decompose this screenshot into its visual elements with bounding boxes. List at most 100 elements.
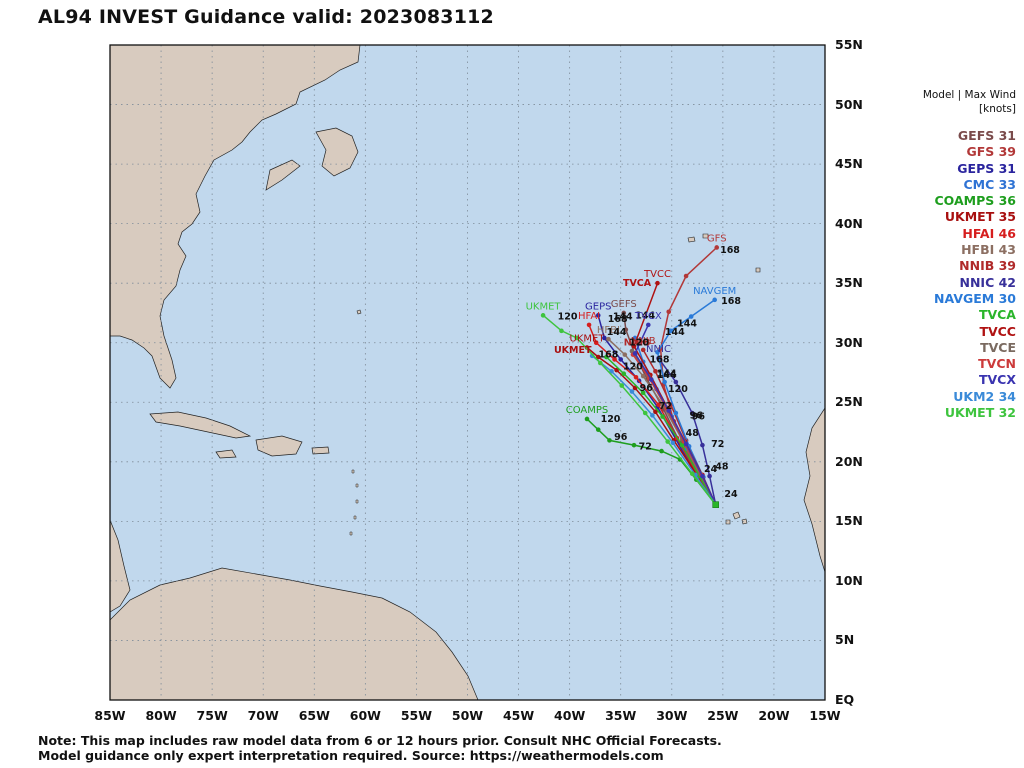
model-legend: Model | Max Wind [knots] GEFS 31 GFS 39 GE… [896, 88, 1016, 421]
map-annotation-label: 168 [599, 350, 619, 361]
track-point [640, 373, 646, 379]
track-point [666, 309, 672, 315]
track-point [595, 427, 601, 432]
map-annotation-label: 120 [629, 338, 649, 349]
track-point [670, 440, 676, 446]
track-point [595, 354, 601, 360]
map-annotation-label: 96 [692, 412, 706, 423]
map-annotation-label: 48 [686, 428, 700, 439]
track-model-label: NNIC [646, 344, 671, 355]
map-annotation-label: 120 [623, 362, 643, 373]
cape-verde-islands [725, 511, 748, 525]
track-model-label: NAVGEM [693, 286, 736, 297]
lon-tick-label: 15W [809, 708, 841, 723]
nova-scotia [265, 159, 301, 191]
track-model-label: HFAI [578, 311, 600, 322]
track-point [621, 310, 627, 316]
africa-landmass [803, 407, 825, 573]
south-america-landmass [110, 567, 479, 700]
track-point [662, 379, 667, 385]
lon-tick-label: 35W [605, 708, 637, 723]
lat-tick-label: 15N [835, 513, 863, 529]
forecast-hour-label: 120 [601, 414, 621, 425]
footer-note: Note: This map includes raw model data f… [38, 733, 722, 763]
map-annotation-label: TVCA [623, 278, 652, 289]
lon-tick-label: 60W [349, 708, 381, 723]
puerto-rico [311, 446, 330, 455]
azores-islands [687, 233, 761, 273]
track-point [612, 357, 617, 362]
track-point [619, 383, 625, 388]
lon-tick-label: 75W [196, 708, 228, 723]
legend-entry: UKM2 34 [953, 388, 1016, 404]
track-point [653, 409, 658, 415]
legend-header: Model | Max Wind [knots] [896, 88, 1016, 116]
bermuda [356, 309, 362, 315]
track-point [700, 442, 705, 448]
track-point [712, 297, 717, 303]
lat-tick-label: 55N [835, 37, 863, 52]
forecast-hour-label: 120 [558, 312, 578, 323]
forecast-hour-label: 168 [720, 245, 740, 256]
map-annotation-label: 24 [704, 464, 718, 475]
legend-entry: HFAI 46 [962, 225, 1016, 241]
legend-entry: GEFS 31 [957, 128, 1016, 143]
track-point [622, 352, 628, 357]
legend-entry: UKMET 35 [944, 209, 1016, 225]
legend-entry: GEPS 31 [957, 160, 1016, 176]
legend-entry: TVCX [978, 372, 1016, 388]
lon-tick-label: 40W [554, 708, 586, 723]
footer-line1: Note: This map includes raw model data f… [38, 733, 722, 748]
track-point [629, 389, 635, 394]
legend-entry: TVCA [978, 307, 1016, 323]
track-point [621, 371, 627, 376]
lon-tick-label: 20W [758, 708, 790, 723]
track-point [650, 413, 655, 418]
legend-entry: TVCC [979, 323, 1016, 339]
lat-tick-label: 20N [835, 453, 863, 469]
track-point [689, 410, 695, 416]
forecast-hour-label: 72 [639, 441, 652, 452]
legend-rows: GEFS 31 GFS 39 GEPS 31 CMC 33 COAMPS 36 UKMET… [896, 128, 1016, 421]
track-point [593, 340, 599, 346]
lat-tick-label: 30N [835, 334, 863, 350]
map-annotation-label: 24 [724, 489, 738, 500]
forecast-hour-label: 144 [657, 369, 677, 380]
track-point [632, 351, 638, 356]
track-model-label: GFS [707, 233, 727, 244]
forecast-hour-label: 96 [690, 410, 704, 421]
track-point [607, 438, 612, 443]
forecast-hour-label: 96 [614, 432, 628, 443]
forecast-hour-label: 168 [650, 354, 670, 365]
track-line [657, 357, 717, 505]
track-model-label: HFBI [597, 325, 620, 336]
lat-tick-label: 35N [835, 275, 863, 291]
track-point [614, 367, 619, 373]
lat-tick-label: 50N [835, 96, 863, 112]
track-point [640, 347, 646, 353]
legend-entry: TVCN [978, 356, 1016, 372]
forecast-hour-label: 168 [608, 314, 628, 325]
track-point [586, 322, 592, 328]
track-point [559, 328, 564, 334]
track-model-label: COAMPS [566, 405, 609, 416]
forecast-hour-label: 144 [635, 310, 655, 321]
lat-lon-grid [110, 45, 825, 700]
track-point [707, 473, 712, 479]
track-model-label: TVCX [634, 311, 662, 322]
lat-tick-label: 25N [835, 394, 863, 410]
forecast-hour-label: 144 [665, 327, 685, 338]
legend-header-line1: Model | Max Wind [922, 89, 1016, 101]
lon-tick-label: 70W [247, 708, 279, 723]
legend-entry: TVCE [980, 339, 1016, 355]
map-title: AL94 INVEST Guidance valid: 2023083112 [38, 6, 494, 28]
lon-tick-label: 30W [656, 708, 688, 723]
lat-tick-label: 5N [835, 632, 855, 648]
legend-entry: CMC 33 [963, 176, 1016, 192]
central-america [110, 519, 131, 613]
lat-tick-label: EQ [835, 692, 855, 707]
track-point [668, 328, 674, 334]
track-point [689, 471, 695, 477]
legend-entry: COAMPS 36 [934, 193, 1017, 209]
map-annotation-label: 72 [659, 401, 672, 412]
